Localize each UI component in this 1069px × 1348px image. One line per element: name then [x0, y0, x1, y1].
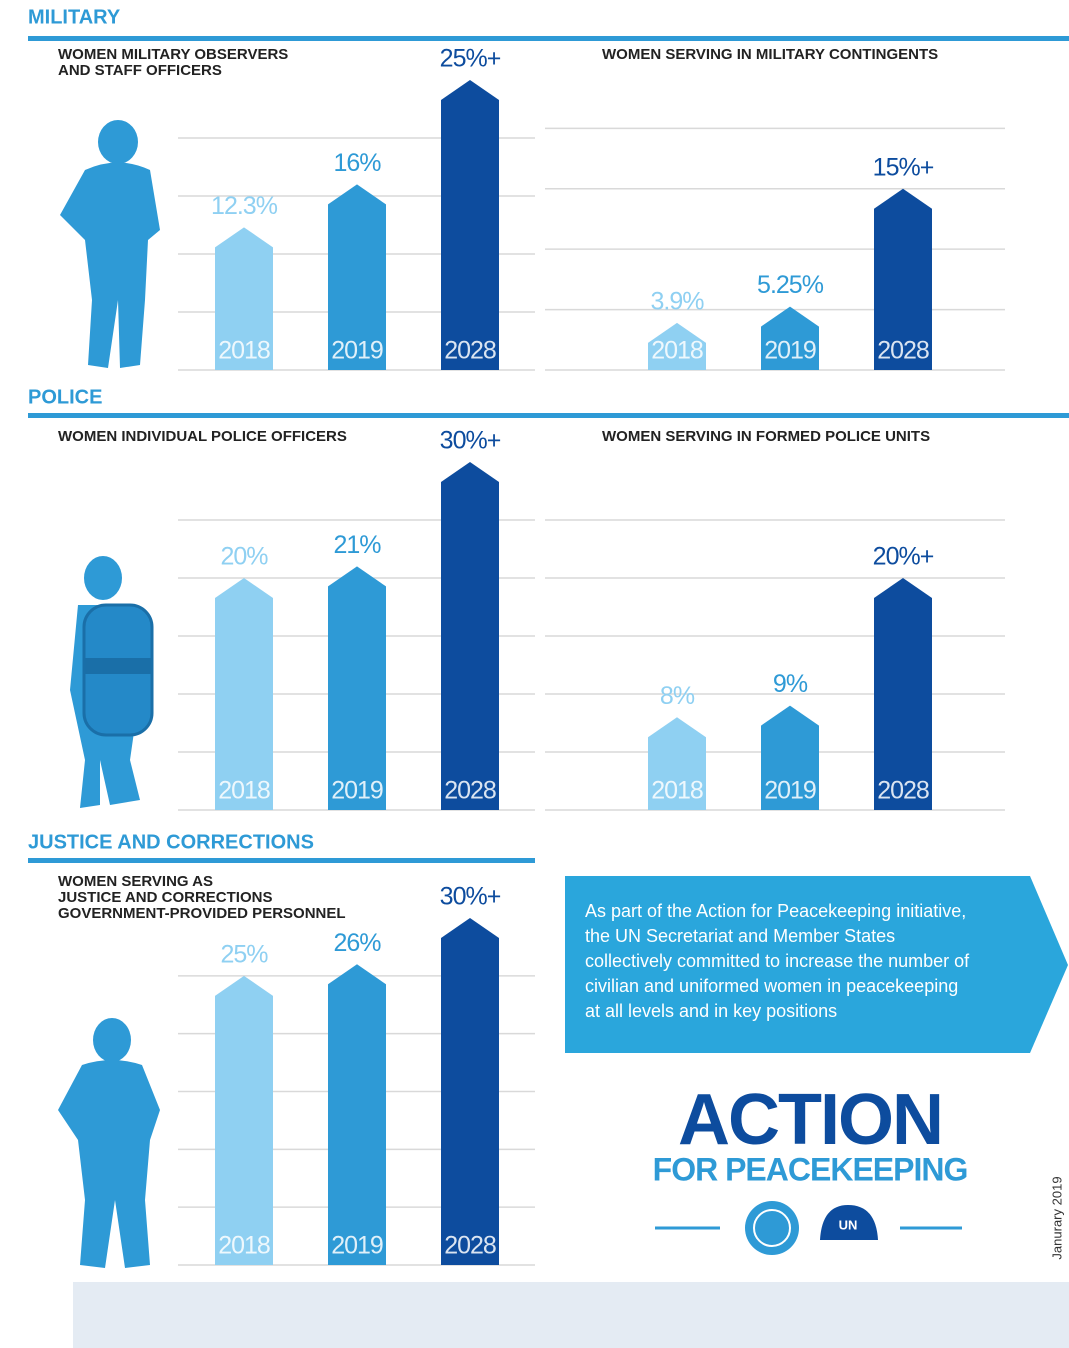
callout-line: at all levels and in key positions — [585, 1001, 837, 1021]
value-label: 15%+ — [873, 153, 934, 181]
bar — [441, 462, 499, 810]
bar — [874, 578, 932, 810]
date: Janurary 2019 — [1049, 1176, 1064, 1259]
un-badge: UN — [839, 1217, 858, 1232]
x-tick-label: 2019 — [764, 337, 816, 365]
x-tick-label: 2028 — [444, 777, 496, 805]
x-tick-label: 2018 — [651, 337, 703, 365]
value-label: 9% — [773, 670, 808, 698]
section-title: POLICE — [28, 386, 102, 408]
footer-band — [73, 1282, 1069, 1348]
x-tick-label: 2018 — [218, 1232, 270, 1260]
bar — [328, 566, 386, 810]
value-label: 20%+ — [873, 543, 934, 571]
callout-line: As part of the Action for Peacekeeping i… — [585, 901, 966, 921]
chart-title: WOMEN SERVING IN MILITARY CONTINGENTS — [602, 46, 938, 63]
value-label: 30%+ — [440, 883, 501, 911]
value-label: 3.9% — [651, 287, 705, 315]
x-tick-label: 2019 — [331, 777, 383, 805]
value-label: 30%+ — [440, 427, 501, 455]
x-tick-label: 2019 — [331, 1232, 383, 1260]
value-label: 8% — [660, 682, 695, 710]
callout-line: the UN Secretariat and Member States — [585, 926, 895, 946]
x-tick-label: 2028 — [877, 777, 929, 805]
page: MILITARY POLICE JUSTICE AND CORRECTIONS … — [0, 0, 1069, 1348]
x-tick-label: 2028 — [444, 1232, 496, 1260]
chart-title: AND STAFF OFFICERS — [58, 62, 222, 79]
x-tick-label: 2019 — [764, 777, 816, 805]
callout-line: civilian and uniformed women in peacekee… — [585, 976, 958, 996]
bar — [328, 964, 386, 1265]
chart-title: WOMEN MILITARY OBSERVERS — [58, 46, 288, 63]
chart-title: WOMEN SERVING IN FORMED POLICE UNITS — [602, 428, 930, 445]
value-label: 16% — [333, 149, 381, 177]
section-title: MILITARY — [28, 6, 121, 28]
chart-title: WOMEN SERVING AS — [58, 873, 213, 890]
bar — [441, 80, 499, 370]
value-label: 25% — [220, 940, 268, 968]
value-label: 12.3% — [211, 192, 278, 220]
section-rule — [28, 36, 1069, 41]
bar — [215, 976, 273, 1265]
x-tick-label: 2028 — [877, 337, 929, 365]
x-tick-label: 2018 — [651, 777, 703, 805]
chart-title: JUSTICE AND CORRECTIONS — [58, 889, 272, 906]
value-label: 25%+ — [440, 45, 501, 73]
chart-title: WOMEN INDIVIDUAL POLICE OFFICERS — [58, 428, 347, 445]
x-tick-label: 2019 — [331, 337, 383, 365]
logo-subtitle: FOR PEACEKEEPING — [653, 1151, 968, 1187]
x-tick-label: 2028 — [444, 337, 496, 365]
infographic: MILITARY POLICE JUSTICE AND CORRECTIONS … — [0, 0, 1069, 1348]
bar — [215, 578, 273, 810]
value-label: 26% — [333, 929, 381, 957]
logo-title: ACTION — [678, 1080, 942, 1160]
section-rule — [28, 413, 1069, 418]
value-label: 20% — [220, 543, 268, 571]
value-label: 21% — [333, 531, 381, 559]
x-tick-label: 2018 — [218, 777, 270, 805]
value-label: 5.25% — [757, 271, 824, 299]
chart-title: GOVERNMENT-PROVIDED PERSONNEL — [58, 905, 346, 922]
section-rule — [28, 858, 535, 863]
section-title: JUSTICE AND CORRECTIONS — [28, 831, 314, 853]
bar — [441, 918, 499, 1265]
x-tick-label: 2018 — [218, 337, 270, 365]
callout-line: collectively committed to increase the n… — [585, 951, 970, 971]
